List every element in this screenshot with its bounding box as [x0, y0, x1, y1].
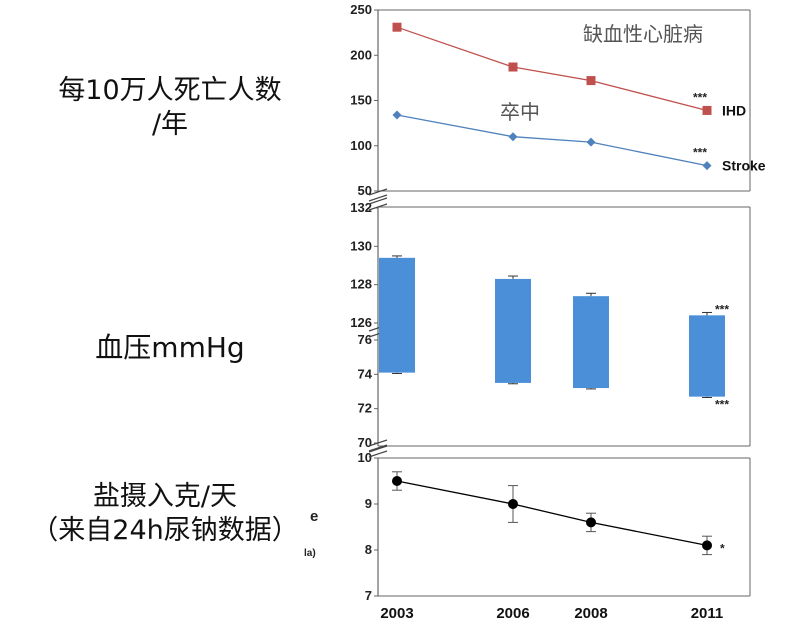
mortality-y-tick-label: 150: [350, 93, 372, 108]
bp-label: 血压mmHg: [95, 331, 245, 364]
ihd-point: [508, 62, 518, 72]
salt-point: [586, 517, 596, 528]
x-tick-label: 2011: [691, 605, 724, 622]
bp-upper-y-tick-label: 126: [350, 315, 372, 330]
salt-y-tick-label: 9: [365, 496, 372, 511]
ihd-point: [392, 22, 402, 32]
stroke-significance: ***: [693, 146, 707, 160]
ihd-series-line: [396, 26, 708, 112]
bp-lower-y-tick-label: 70: [358, 435, 372, 450]
stroke-point: [702, 161, 712, 171]
bp-top-axis-break: [368, 203, 388, 211]
salt-axis-fragment: e: [310, 508, 318, 525]
stroke-point: [392, 110, 402, 120]
bp-top-axis-break: [368, 197, 388, 205]
salt-point: [508, 499, 518, 509]
mortality-y-tick-label: 200: [350, 47, 372, 62]
stroke-series-line: [396, 114, 708, 167]
salt-label: 盐摄入克/天: [92, 481, 238, 512]
salt-axis-fragment: la): [304, 548, 316, 559]
salt-axis-label: 盐摄入克/天 （来自24h尿钠数据）: [10, 480, 320, 548]
mortality-label: 每10万人死亡人数: [58, 75, 282, 106]
stroke-series-label: Stroke: [722, 158, 766, 174]
mortality-axis-break: [368, 188, 388, 196]
bp-range-bar: [573, 296, 609, 389]
x-tick-label: 2008: [574, 605, 607, 622]
salt-significance: *: [720, 541, 725, 555]
bp-range-bar: [495, 278, 531, 383]
salt-point: [702, 540, 712, 551]
salt-axis-break: [368, 444, 388, 452]
bp-upper-y-tick-label: 128: [350, 277, 372, 292]
salt-y-tick-label: 8: [365, 542, 372, 557]
salt-series-line: [396, 480, 708, 547]
bp-diastolic-significance: ***: [715, 398, 729, 412]
mortality-y-tick-label: 250: [350, 2, 372, 17]
salt-y-tick-label: 10: [358, 450, 372, 465]
ihd-annotation: 缺血性心脏病: [583, 23, 703, 46]
salt-source-label: （来自24h尿钠数据）: [31, 514, 299, 546]
bp-systolic-significance: ***: [715, 302, 729, 316]
mortality-y-tick-label: 100: [350, 138, 372, 153]
x-tick-label: 2003: [380, 605, 413, 622]
mortality-axis-label: 每10万人死亡人数 /年: [20, 74, 320, 142]
ihd-point: [702, 105, 712, 115]
stroke-point: [586, 137, 596, 147]
ihd-point: [586, 76, 596, 86]
bp-lower-y-tick-label: 76: [358, 332, 372, 347]
ihd-series-label: IHD: [722, 102, 746, 118]
ihd-significance: ***: [693, 90, 707, 104]
mortality-y-tick-label: 50: [358, 183, 372, 198]
bp-upper-y-tick-label: 132: [350, 200, 372, 215]
bp-bottom-axis-break: [368, 439, 388, 447]
stroke-point: [508, 132, 518, 142]
bp-lower-y-tick-label: 72: [358, 401, 372, 416]
bp-upper-y-tick-label: 130: [350, 238, 372, 253]
salt-y-tick-label: 7: [365, 588, 372, 603]
salt-point: [392, 476, 402, 486]
bp-bottom-axis-break: [368, 445, 388, 453]
salt-axis-break: [368, 450, 388, 458]
mortality-unit-label: /年: [151, 108, 189, 140]
stroke-annotation: 卒中: [500, 101, 540, 124]
bp-range-bar: [689, 315, 725, 397]
x-tick-label: 2006: [496, 605, 529, 622]
mortality-axis-break: [368, 194, 388, 202]
bp-lower-y-tick-label: 74: [358, 366, 373, 381]
bp-axis-label: 血压mmHg: [20, 330, 320, 365]
bp-range-bar: [379, 257, 415, 373]
